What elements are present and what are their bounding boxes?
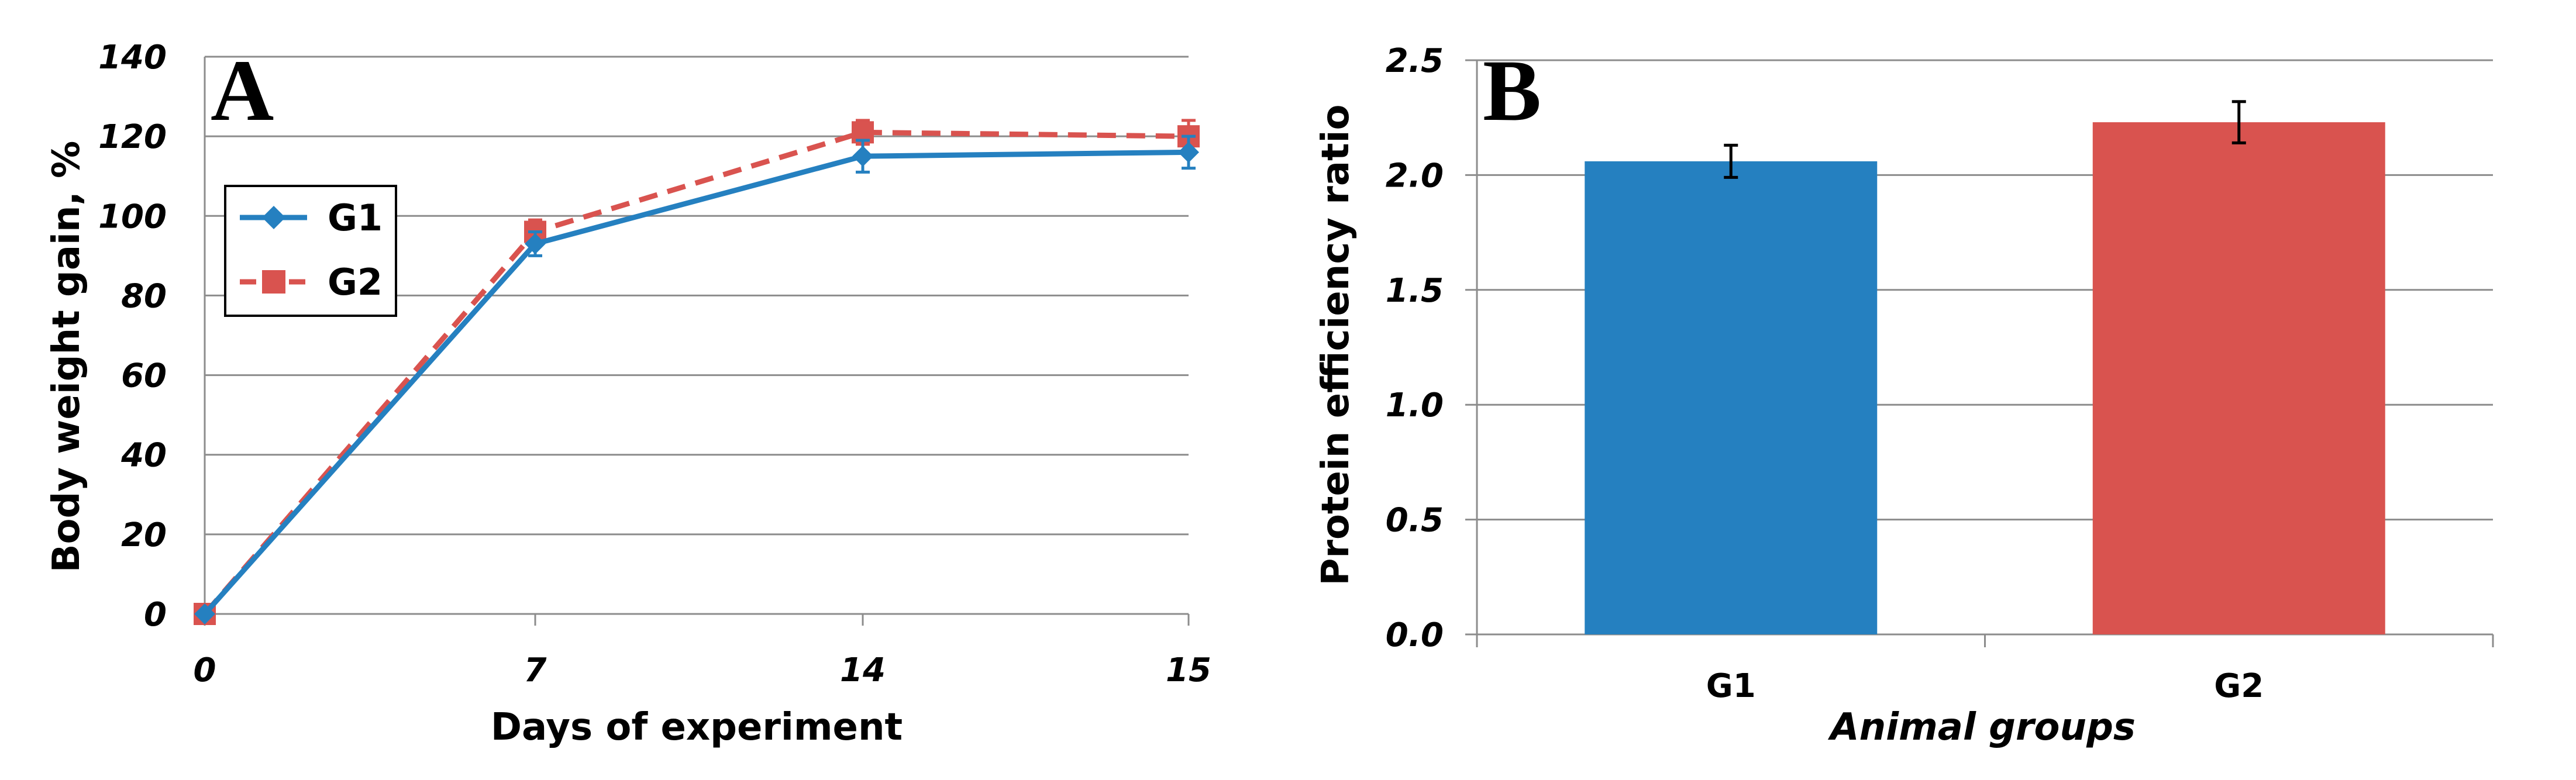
panel-b-x-axis-title: Animal groups: [1827, 706, 2136, 749]
panel-a-chart: 0 20 40 60 80 100 120 140 0 7 14 15 A Days of expe…: [45, 39, 1211, 749]
y-tick-label: 60: [121, 357, 167, 395]
panel-a-x-axis-title: Days of experiment: [491, 706, 903, 749]
panel-b-y-axis-title: Protein efficiency ratio: [1314, 104, 1358, 585]
bar-g1: [1585, 161, 1878, 634]
y-tick-label: 0.5: [1386, 502, 1444, 540]
bar-g2: [2092, 122, 2385, 634]
legend-marker: [262, 270, 285, 294]
panel-b-y-tick-labels: 0.0 0.5 1.0 1.5 2.0 2.5: [1386, 42, 1444, 654]
y-tick-label: 1.0: [1386, 386, 1444, 424]
series-g1: [194, 134, 1199, 624]
panel-a-y-axis-title: Body weight gain, %: [45, 141, 88, 573]
panel-a-series: [194, 119, 1200, 625]
x-tick-label: G1: [1706, 667, 1756, 705]
panel-a-x-tick-labels: 0 7 14 15: [194, 651, 1211, 689]
panel-b-x-tick-labels: G1 G2: [1706, 667, 2264, 705]
x-tick-label: 14: [840, 651, 886, 689]
data-point-marker: [1178, 141, 1199, 163]
panel-a-axes: [204, 57, 1190, 626]
series-line: [202, 129, 1189, 616]
x-tick-label: G2: [2214, 667, 2264, 705]
x-tick-label: 15: [1166, 651, 1211, 689]
y-tick-label: 2.0: [1386, 157, 1444, 195]
x-tick-label: 7: [524, 651, 547, 689]
y-tick-label: 0.0: [1386, 616, 1444, 654]
panel-b-bars: [1585, 100, 2385, 634]
data-point-marker: [194, 603, 215, 624]
y-tick-label: 140: [98, 39, 167, 77]
legend-label-g2: G2: [328, 261, 383, 303]
y-tick-label: 100: [98, 198, 167, 236]
y-tick-label: 120: [98, 118, 167, 156]
panel-a-letter: A: [211, 42, 274, 139]
legend-box: [224, 185, 397, 317]
panel-b-letter: B: [1483, 42, 1541, 139]
panel-a-legend: G1 G2: [224, 185, 397, 317]
y-tick-label: 0: [144, 596, 167, 634]
legend-label-g1: G1: [328, 196, 383, 239]
y-tick-label: 1.5: [1386, 272, 1444, 310]
y-tick-label: 40: [120, 437, 167, 475]
panel-a-y-tick-labels: 0 20 40 60 80 100 120 140: [98, 39, 167, 634]
legend-marker: [262, 206, 285, 229]
data-point-marker: [852, 146, 873, 167]
series-line: [202, 149, 1189, 616]
y-tick-label: 2.5: [1386, 42, 1444, 80]
x-tick-label: 0: [194, 651, 216, 689]
y-tick-label: 80: [121, 277, 167, 315]
data-point-marker: [525, 233, 546, 254]
legend-entries: G1 G2: [240, 196, 383, 303]
y-tick-label: 20: [121, 516, 167, 554]
panel-b-chart: 0.00.51.01.52.02.5 G1 G2 B Animal groups …: [1314, 42, 2494, 749]
